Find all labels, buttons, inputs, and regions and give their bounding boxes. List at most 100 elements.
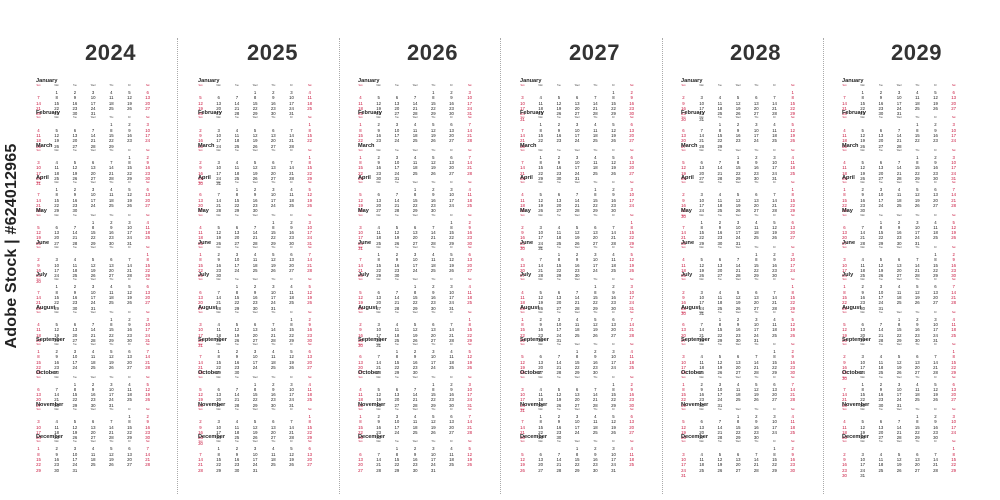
day-cell: 29: [376, 273, 382, 279]
day-cell: 21: [394, 203, 400, 209]
day-cell: 1: [594, 187, 597, 193]
day-cell: 22: [54, 300, 60, 306]
day-cell: 17: [72, 456, 78, 462]
day-cell: 29: [36, 370, 41, 376]
day-cell: 16: [145, 424, 151, 430]
day-cell: 13: [234, 230, 240, 236]
month-name: February: [842, 110, 866, 117]
day-cell: 22: [951, 462, 957, 468]
day-cell: 3: [594, 252, 597, 257]
day-cell: 6: [843, 224, 846, 230]
day-cell: 27: [90, 175, 96, 181]
day-cell: 6: [290, 252, 293, 257]
day-cell: 9: [594, 354, 597, 360]
day-cell: 15: [54, 197, 60, 203]
day-cell: 15: [538, 424, 544, 430]
day-cell: 24: [842, 273, 847, 279]
day-cell: 29: [216, 467, 222, 473]
day-cell: 19: [252, 138, 258, 144]
day-cell: 24: [145, 332, 151, 338]
day-cell: 4: [879, 451, 883, 457]
day-cell: 20: [914, 462, 920, 468]
day-cell: 11: [289, 289, 294, 295]
weekday-label: Tue: [234, 214, 239, 217]
day-cell: 29: [538, 175, 544, 181]
weekday-label: Thu: [915, 409, 920, 411]
day-cell: 28: [54, 402, 60, 408]
day-cell: 3: [879, 284, 883, 290]
day-cell: 26: [127, 203, 132, 209]
day-cell: 3: [861, 451, 864, 457]
day-cell: 15: [449, 230, 454, 236]
day-cell: 19: [307, 294, 313, 300]
weekday-label: Sun: [520, 247, 525, 249]
day-cell: 2: [682, 289, 685, 295]
day-cell: 3: [395, 154, 399, 160]
day-cell: 5: [916, 284, 919, 290]
day-cell: 8: [791, 289, 794, 295]
day-cell: 15: [753, 262, 759, 268]
day-cell: 15: [252, 392, 258, 398]
day-cell: 27: [252, 337, 258, 343]
day-cell: 19: [289, 359, 294, 365]
day-cell: 27: [449, 170, 454, 176]
weekday-label: Mon: [860, 117, 865, 120]
day-cell: 7: [879, 322, 883, 328]
day-cell: 26: [860, 435, 866, 441]
day-cell: 20: [127, 359, 132, 365]
month-name: August: [842, 304, 862, 311]
day-cell: 20: [878, 170, 884, 176]
day-cell: 9: [432, 289, 435, 295]
day-cell: 31: [556, 337, 562, 343]
day-cell: 28: [520, 143, 525, 149]
day-cell: 10: [145, 322, 151, 328]
month-name: September: [681, 337, 710, 344]
weekday-label: Mon: [860, 311, 865, 314]
weekday-label: Fri: [773, 441, 776, 444]
day-cell: 9: [791, 354, 794, 360]
day-cell: 21: [611, 235, 616, 241]
day-cell: 14: [36, 100, 41, 106]
month-name: November: [681, 402, 709, 408]
day-cell: 8: [952, 451, 955, 457]
day-cell: 10: [90, 289, 96, 295]
day-cell: 14: [860, 230, 866, 236]
day-cell: 3: [468, 381, 471, 387]
day-cell: 23: [252, 300, 258, 306]
day-cell: 15: [951, 359, 957, 365]
day-cell: 22: [36, 365, 41, 371]
weekday-label: Sun: [842, 376, 847, 379]
day-cell: 3: [290, 381, 293, 387]
weekday-label: Sun: [520, 214, 525, 217]
weekday-label: Thu: [271, 311, 276, 314]
weekday-label: Thu: [431, 409, 436, 411]
day-cell: 3: [934, 316, 937, 322]
day-cell: 4: [594, 154, 597, 160]
day-cell: 2: [594, 349, 597, 355]
day-cell: 19: [467, 359, 473, 365]
day-cell: 13: [376, 197, 382, 203]
day-cell: 27: [307, 365, 313, 371]
day-cell: 21: [717, 429, 723, 435]
day-cell: 18: [574, 327, 580, 333]
weekday-label: Wed: [412, 311, 418, 314]
day-cell: 24: [72, 365, 78, 371]
day-cell: 6: [934, 187, 937, 193]
day-cell: 2: [253, 284, 257, 290]
day-cell: 11: [234, 424, 240, 430]
day-cell: 28: [376, 467, 382, 473]
day-cell: 30: [54, 370, 60, 376]
day-cell: 25: [270, 462, 276, 468]
day-cell: 7: [718, 419, 722, 425]
weekday-label: Tue: [234, 117, 239, 120]
day-cell: 6: [952, 381, 955, 387]
day-cell: 16: [629, 100, 635, 106]
month-name: March: [198, 142, 215, 149]
day-cell: 28: [933, 467, 938, 473]
weekday-label: Sat: [467, 441, 472, 444]
day-cell: 25: [54, 175, 60, 181]
weekday-label: Sun: [358, 409, 363, 411]
day-cell: 18: [90, 359, 96, 365]
weekday-label: Fri: [612, 344, 615, 347]
day-cell: 14: [145, 354, 151, 360]
